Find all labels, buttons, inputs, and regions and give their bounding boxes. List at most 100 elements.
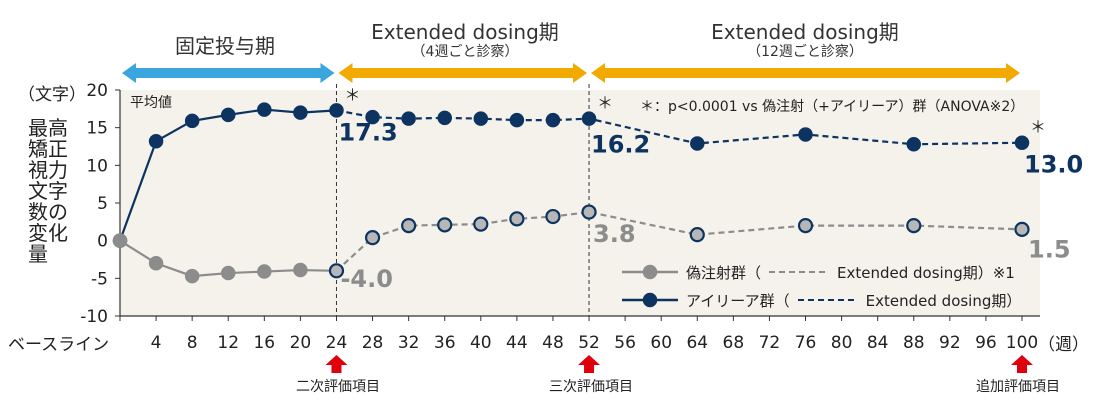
legend-marker-eylea [622,292,678,308]
phase-title-text: Extended dosing期 [711,20,899,44]
data-point [545,208,561,225]
legend-dash-sham [769,271,830,273]
eval-arrow-icon [1011,355,1033,373]
value-annotation: 17.3 [338,118,397,146]
data-point [220,107,236,123]
x-tick-label: 76 [795,333,817,353]
legend-label: 偽注射群（ [686,263,762,282]
phase-title-ext12: Extended dosing期 （12週ごと診察） [680,20,930,60]
plot-area [120,90,1040,316]
phase-arrow [338,63,588,83]
x-tick-label: 52 [578,333,600,353]
significance-mark: ＊ [597,94,613,113]
x-tick-label: 44 [506,333,528,353]
x-tick-label: 16 [253,333,275,353]
data-point [690,136,705,151]
x-tick-label: 12 [217,333,239,353]
x-tick-label: 32 [398,333,420,353]
data-point [1014,135,1030,150]
x-tick-label: 36 [434,333,456,353]
data-point [364,230,381,246]
data-point [437,217,453,233]
x-tick-label: 68 [723,333,745,353]
legend-label-suffix: Extended dosing期） [865,291,1022,310]
data-point [473,111,489,126]
legend-label: アイリーア群（ [686,291,790,310]
data-point [798,127,813,142]
data-point [365,109,380,125]
data-point [545,112,561,128]
eval-label-secondary: 二次評価項目 [296,379,380,395]
data-point [906,136,922,152]
data-point [437,110,452,126]
y-axis-label: 最高矯正視力文字数の変化量 [28,116,68,266]
legend-item-eylea: アイリーア群（ Extended dosing期） [620,286,1021,314]
y-tick-label: 15 [86,119,108,139]
data-point [509,211,525,227]
data-point [184,268,200,284]
x-tick-label: 64 [686,333,708,353]
data-point [328,263,345,279]
phase-subtitle-text: （12週ごと診察） [747,44,863,60]
x-tick-label: 92 [939,333,961,353]
eval-arrow-icon [578,355,601,373]
legend-marker-sham [622,264,678,280]
legend-dash-eylea [797,299,858,301]
data-point [401,218,417,234]
x-unit-label: （週） [1038,335,1089,355]
value-annotation: 16.2 [591,131,650,159]
significance-mark: ＊ [1030,118,1046,137]
value-annotation: 3.8 [593,220,636,248]
value-annotation: 1.5 [1028,235,1071,263]
legend-item-sham: 偽注射群（ Extended dosing期）※1 [620,258,1021,286]
x-tick-label: 88 [903,333,925,353]
phase-title-text: 固定投与期 [175,34,275,58]
significance-mark: ＊ [344,85,360,104]
x-tick-label: 56 [614,333,636,353]
data-point [509,112,525,128]
x-tick-label: 24 [326,333,348,353]
significance-footnote: ＊：p<0.0001 vs 偽注射（+アイリーア）群（ANOVA※2） [640,99,1025,115]
phase-title-ext4: Extended dosing期 （4週ごと診察） [340,20,590,60]
eval-arrow-icon [325,355,348,373]
data-point [797,218,814,234]
y-tick-label: 0 [97,232,108,252]
data-point [184,113,200,129]
legend: 偽注射群（ Extended dosing期）※1 アイリーア群（ Extend… [620,258,1021,314]
phase-arrow [591,63,1020,83]
x-tick-label: 4 [151,333,162,353]
data-point [689,227,705,243]
eval-label-additional: 追加評価項目 [976,379,1060,395]
x-baseline-label: ベースライン [8,335,110,355]
legend-label-suffix: Extended dosing期）※1 [837,263,1015,282]
x-tick-label: 28 [362,333,384,353]
data-point [906,218,922,234]
data-point [148,133,164,149]
value-annotation: 13.0 [1024,151,1083,179]
data-point [257,264,272,279]
x-tick-label: 60 [650,333,672,353]
y-tick-label: 10 [86,156,108,176]
x-tick-label: 96 [975,333,997,353]
x-tick-label: 40 [470,333,492,353]
series-line-dashed [336,109,1023,146]
x-tick-label: 20 [290,333,312,353]
data-point [401,111,416,126]
data-point [220,265,236,281]
eval-label-tertiary: 三次評価項目 [549,379,633,395]
data-point [257,102,272,117]
data-point [293,262,308,278]
data-point [148,256,164,271]
x-tick-label: 84 [867,333,889,353]
x-tick-label: 80 [831,333,853,353]
phase-title-text: Extended dosing期 [371,20,559,44]
x-tick-label: 8 [187,333,198,353]
value-annotation: -4.0 [340,265,392,293]
data-point [112,233,128,248]
phase-title-fixed: 固定投与期 [150,34,300,58]
data-point [1014,221,1030,237]
phase-arrow [122,63,335,83]
data-point [581,204,597,220]
x-tick-label: 72 [759,333,781,353]
